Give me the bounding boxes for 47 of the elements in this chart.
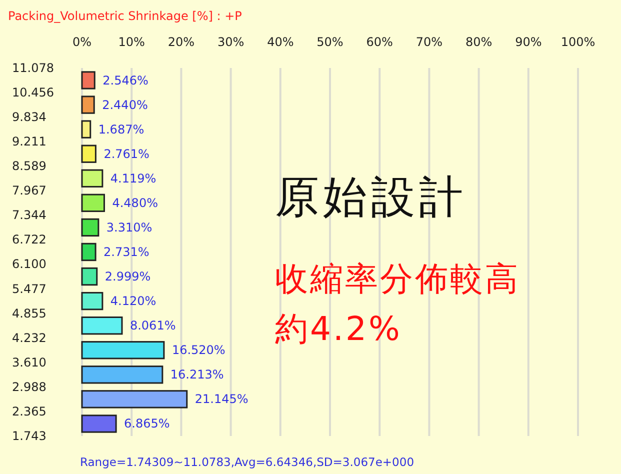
x-tick-label: 80% xyxy=(465,35,492,49)
x-tick-label: 60% xyxy=(366,35,393,49)
data-label: 2.761% xyxy=(104,146,150,161)
y-tick-label: 7.967 xyxy=(12,184,46,198)
annotation: 約4.2% xyxy=(275,309,402,348)
data-label: 4.119% xyxy=(110,171,156,186)
data-label: 16.213% xyxy=(170,368,224,382)
y-tick-label: 2.988 xyxy=(12,380,46,394)
y-tick-label: 10.456 xyxy=(12,86,54,100)
y-tick-label: 11.078 xyxy=(12,61,54,75)
annotation: 收縮率分佈較高 xyxy=(275,259,520,298)
y-tick-label: 9.834 xyxy=(12,110,46,124)
x-tick-label: 50% xyxy=(316,35,344,49)
data-label: 2.731% xyxy=(104,244,150,259)
annotation: 原始設計 xyxy=(275,172,467,223)
data-label: 3.310% xyxy=(106,220,152,234)
y-tick-label: 7.344 xyxy=(12,208,46,222)
text: Range=1.74309~11.0783,Avg=6.64346,SD=3.067e+000 xyxy=(80,455,414,469)
x-tick-label: 0% xyxy=(72,35,92,49)
y-tick-label: 1.743 xyxy=(12,429,46,443)
data-label: 1.687% xyxy=(98,122,144,136)
y-tick-label: 6.100 xyxy=(12,257,46,272)
y-tick-label: 2.365 xyxy=(12,404,46,418)
chart-title: Packing_Volumetric Shrinkage [%] : +P xyxy=(8,9,242,23)
data-label: 4.120% xyxy=(110,294,156,308)
y-tick-label: 5.477 xyxy=(12,282,46,296)
y-tick-label: 9.211 xyxy=(12,134,46,149)
y-tick-label: 8.589 xyxy=(12,159,46,174)
data-label: 4.480% xyxy=(112,196,158,210)
y-tick-label: 6.722 xyxy=(12,232,46,247)
x-tick-label: 40% xyxy=(267,35,294,49)
x-tick-label: 90% xyxy=(515,35,542,49)
x-tick-label: 100% xyxy=(560,35,596,49)
data-label: 21.145% xyxy=(194,392,248,406)
data-label: 16.520% xyxy=(172,343,226,358)
y-tick-label: 4.232 xyxy=(12,330,46,345)
x-tick-label: 70% xyxy=(416,35,443,49)
x-tick-label: 30% xyxy=(217,35,244,49)
data-label: 6.865% xyxy=(124,416,170,431)
data-label: 2.999% xyxy=(104,270,151,284)
data-label: 2.440% xyxy=(102,98,148,112)
x-tick-label: 10% xyxy=(118,35,145,49)
x-tick-label: 20% xyxy=(168,35,195,49)
y-tick-label: 4.855 xyxy=(12,306,46,320)
y-tick-label: 3.610 xyxy=(12,355,46,370)
data-label: 8.061% xyxy=(130,318,176,333)
data-label: 2.546% xyxy=(102,73,148,88)
